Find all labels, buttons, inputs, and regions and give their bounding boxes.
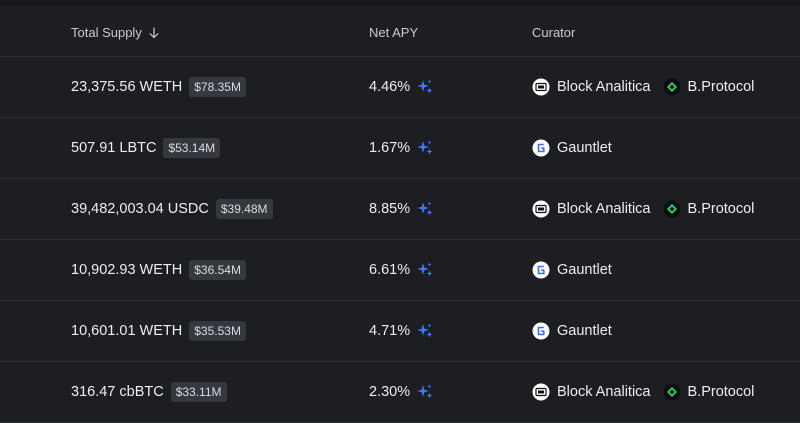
column-header-total-supply[interactable]: Total Supply xyxy=(71,25,160,40)
curator-item[interactable]: Block Analitica xyxy=(532,78,651,96)
block-analitica-logo-icon xyxy=(532,383,550,401)
net-apy-cell: 8.85% xyxy=(369,200,434,218)
curator-cell: Block Analitica B.Protocol xyxy=(532,78,754,96)
curator-name: Gauntlet xyxy=(557,262,612,278)
sparkle-icon xyxy=(417,384,433,399)
table-header: Total Supply Net APY Curator xyxy=(0,6,800,57)
net-apy-cell: 1.67% xyxy=(369,139,434,157)
column-header-total-supply-label: Total Supply xyxy=(71,25,142,40)
column-header-curator[interactable]: Curator xyxy=(532,25,576,40)
curator-name: B.Protocol xyxy=(687,384,755,400)
curator-item[interactable]: Gauntlet xyxy=(532,139,612,157)
sparkle-icon xyxy=(417,79,433,94)
net-apy-value: 4.46% xyxy=(369,79,411,95)
gauntlet-logo-icon xyxy=(532,139,550,157)
curator-item[interactable]: Block Analitica xyxy=(532,383,651,401)
net-apy-cell: 6.61% xyxy=(369,261,434,279)
curator-item[interactable]: Gauntlet xyxy=(532,261,612,279)
net-apy-cell: 4.46% xyxy=(369,78,434,96)
usd-value-badge: $53.14M xyxy=(163,138,221,158)
curator-item[interactable]: B.Protocol xyxy=(663,383,755,401)
top-strip xyxy=(0,0,800,6)
usd-value-badge: $35.53M xyxy=(189,321,246,341)
curator-name: B.Protocol xyxy=(687,201,755,217)
net-apy-cell: 4.71% xyxy=(369,322,434,340)
curator-item[interactable]: B.Protocol xyxy=(663,200,755,218)
curator-name: Gauntlet xyxy=(557,140,612,156)
supply-amount: 23,375.56 WETH xyxy=(71,79,183,95)
sparkle-icon xyxy=(417,140,433,155)
gauntlet-logo-icon xyxy=(532,261,550,279)
curator-cell: Block Analitica B.Protocol xyxy=(532,200,754,218)
block-analitica-logo-icon xyxy=(532,200,550,218)
table-row[interactable]: 23,375.56 WETH $78.35M 4.46% Block Anali… xyxy=(0,57,800,118)
total-supply-cell: 10,601.01 WETH $35.53M xyxy=(71,321,246,341)
total-supply-cell: 23,375.56 WETH $78.35M xyxy=(71,77,246,97)
curator-name: Block Analitica xyxy=(557,384,651,400)
total-supply-cell: 507.91 LBTC $53.14M xyxy=(71,138,221,158)
usd-value-badge: $78.35M xyxy=(189,77,246,97)
curator-cell: Gauntlet xyxy=(532,322,612,340)
curator-item[interactable]: Gauntlet xyxy=(532,322,612,340)
b-protocol-logo-icon xyxy=(663,200,680,218)
table-row[interactable]: 39,482,003.04 USDC $39.48M 8.85% Block A… xyxy=(0,179,800,240)
sparkle-icon xyxy=(417,323,433,338)
net-apy-value: 8.85% xyxy=(369,201,411,217)
net-apy-value: 6.61% xyxy=(369,262,411,278)
curator-name: Gauntlet xyxy=(557,323,612,339)
usd-value-badge: $36.54M xyxy=(189,260,246,280)
table-row[interactable]: 316.47 cbBTC $33.11M 2.30% Block Analiti… xyxy=(0,362,800,423)
net-apy-value: 4.71% xyxy=(369,323,411,339)
total-supply-cell: 316.47 cbBTC $33.11M xyxy=(71,382,227,402)
supply-amount: 39,482,003.04 USDC xyxy=(71,201,209,217)
curator-name: B.Protocol xyxy=(687,79,755,95)
total-supply-cell: 39,482,003.04 USDC $39.48M xyxy=(71,199,273,219)
curator-name: Block Analitica xyxy=(557,201,651,217)
net-apy-value: 1.67% xyxy=(369,140,411,156)
column-header-net-apy[interactable]: Net APY xyxy=(369,25,419,40)
vaults-table: Total Supply Net APY Curator 23,375.56 W… xyxy=(0,6,800,423)
usd-value-badge: $33.11M xyxy=(170,382,227,402)
supply-amount: 10,601.01 WETH xyxy=(71,323,183,339)
supply-amount: 507.91 LBTC xyxy=(71,140,157,156)
total-supply-cell: 10,902.93 WETH $36.54M xyxy=(71,260,246,280)
curator-item[interactable]: B.Protocol xyxy=(663,78,755,96)
b-protocol-logo-icon xyxy=(663,78,680,96)
curator-item[interactable]: Block Analitica xyxy=(532,200,651,218)
supply-amount: 10,902.93 WETH xyxy=(71,262,183,278)
block-analitica-logo-icon xyxy=(532,78,550,96)
net-apy-cell: 2.30% xyxy=(369,383,434,401)
table-row[interactable]: 10,902.93 WETH $36.54M 6.61% Gauntlet xyxy=(0,240,800,301)
curator-cell: Gauntlet xyxy=(532,139,612,157)
sparkle-icon xyxy=(417,201,433,216)
curator-cell: Gauntlet xyxy=(532,261,612,279)
usd-value-badge: $39.48M xyxy=(215,199,273,219)
sparkle-icon xyxy=(417,262,433,277)
table-row[interactable]: 10,601.01 WETH $35.53M 4.71% Gauntlet xyxy=(0,301,800,362)
curator-cell: Block Analitica B.Protocol xyxy=(532,383,754,401)
curator-name: Block Analitica xyxy=(557,79,651,95)
supply-amount: 316.47 cbBTC xyxy=(71,384,164,400)
gauntlet-logo-icon xyxy=(532,322,550,340)
b-protocol-logo-icon xyxy=(663,383,680,401)
arrow-down-icon xyxy=(149,26,159,38)
table-row[interactable]: 507.91 LBTC $53.14M 1.67% Gauntlet xyxy=(0,118,800,179)
net-apy-value: 2.30% xyxy=(369,384,411,400)
